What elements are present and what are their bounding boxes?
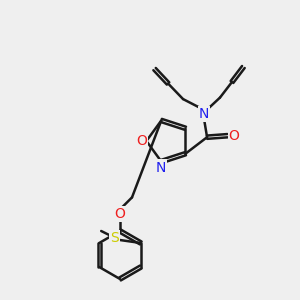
Text: N: N: [199, 107, 209, 121]
Text: O: O: [229, 129, 239, 143]
Text: N: N: [155, 160, 166, 175]
Text: S: S: [110, 232, 119, 245]
Text: O: O: [136, 134, 147, 148]
Text: O: O: [115, 207, 125, 221]
